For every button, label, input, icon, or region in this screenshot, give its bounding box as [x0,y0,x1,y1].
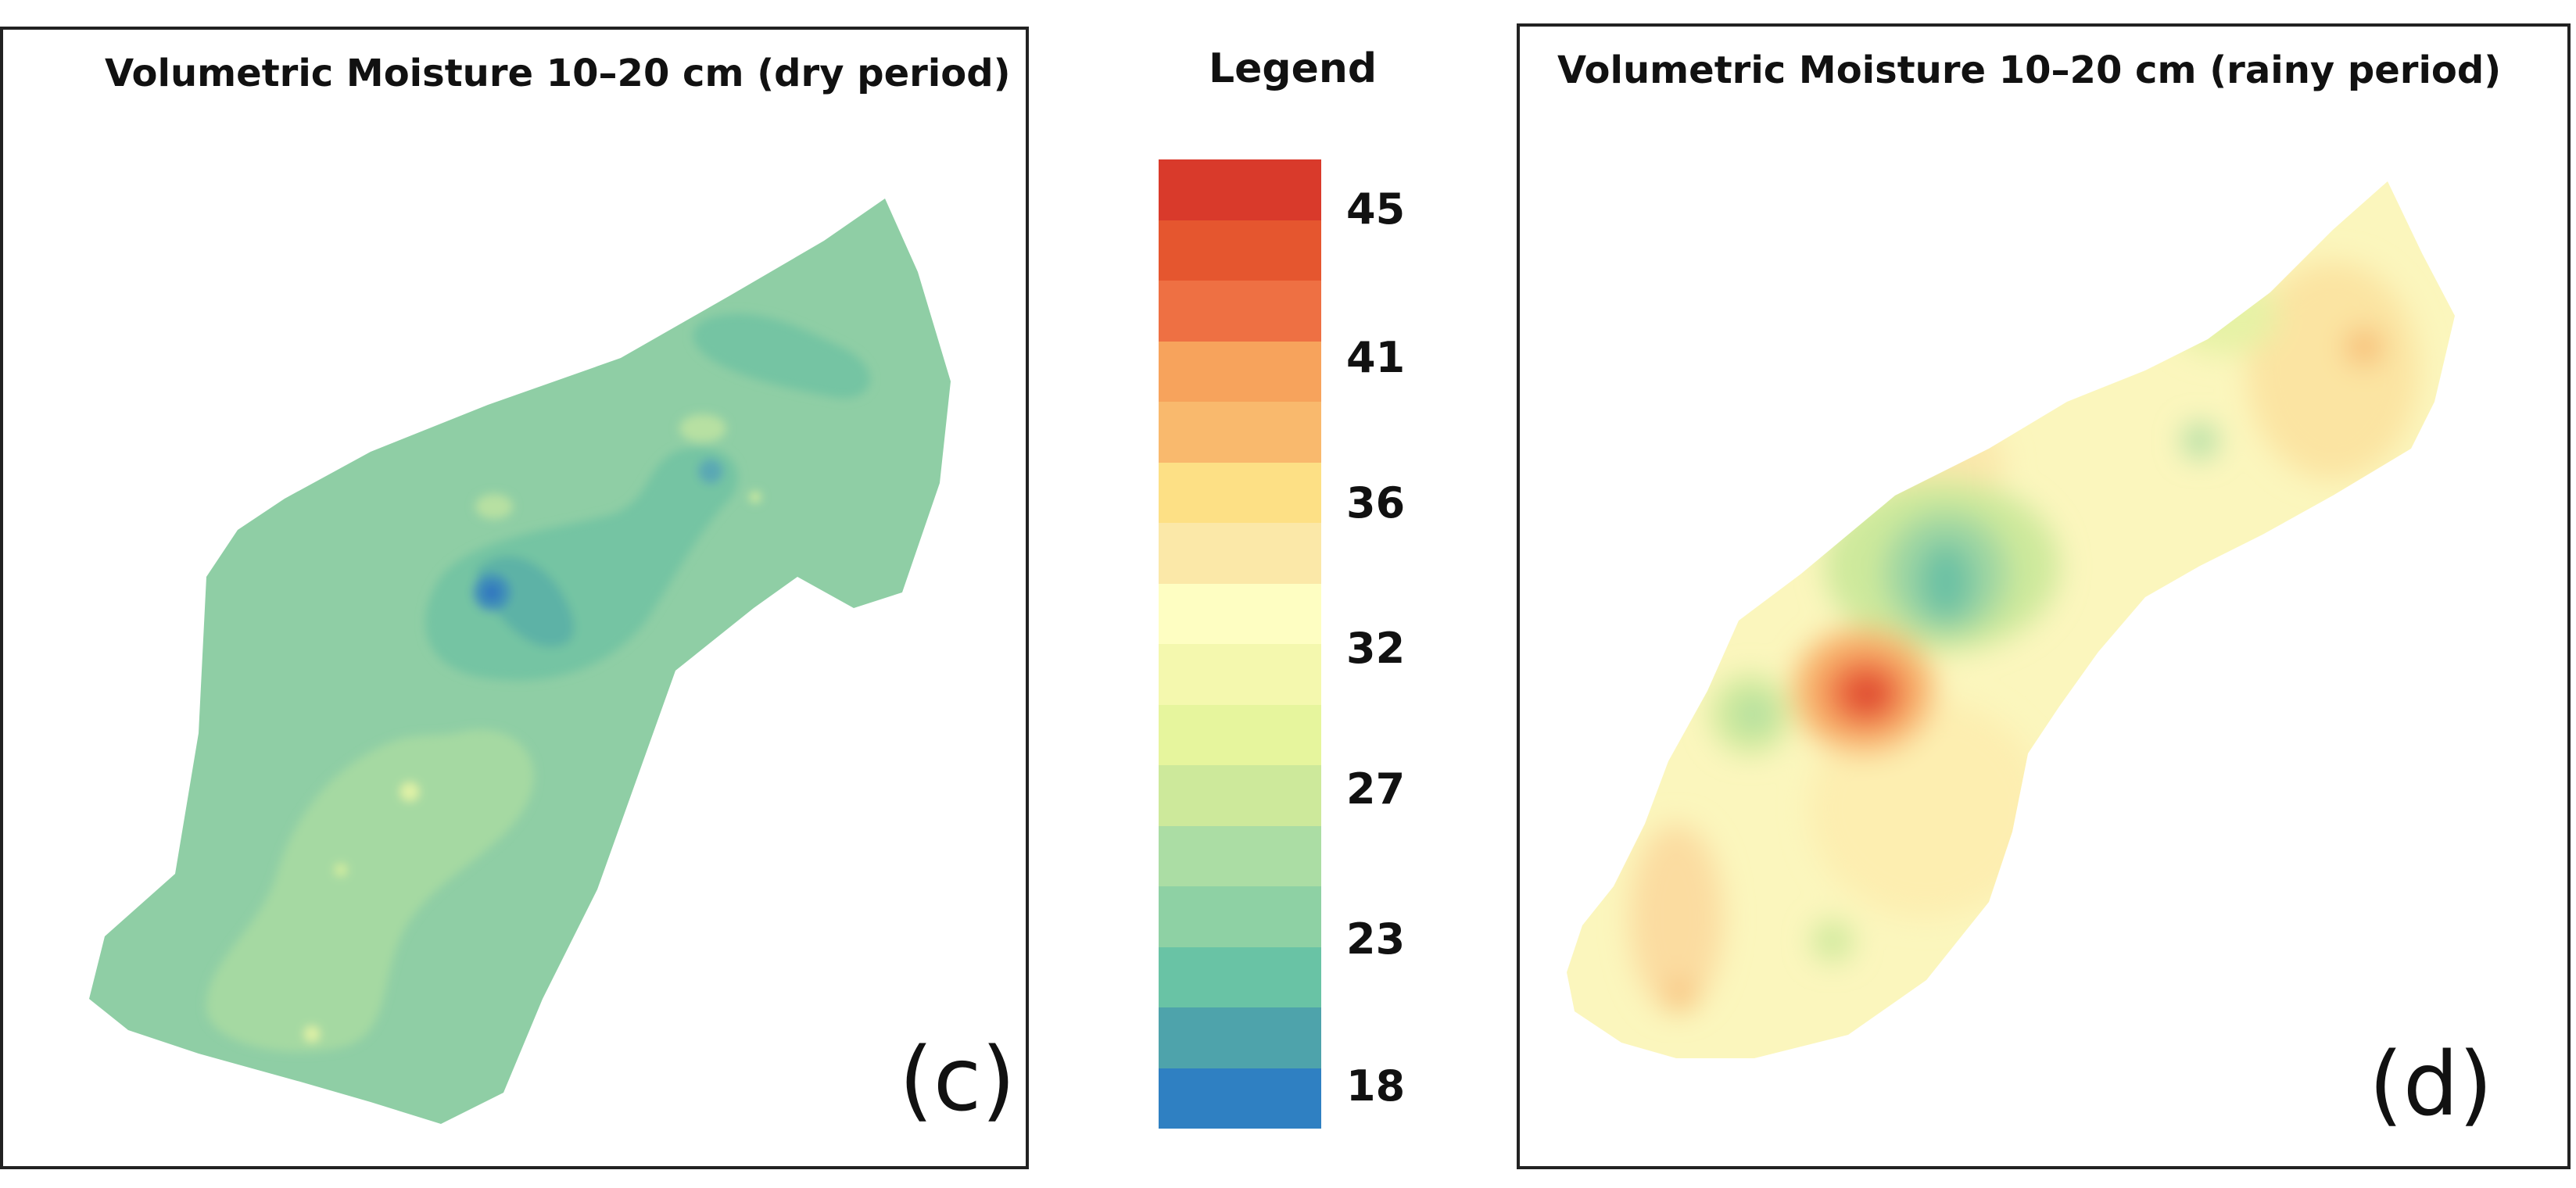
rainy-period-moisture-map [1567,181,2455,1058]
legend-band [1159,220,1321,281]
rainy-wash-north [2169,277,2278,355]
legend-color-bar [1159,159,1321,1129]
dry-spot-blue [698,459,723,484]
rainy-period-map-title: Volumetric Moisture 10–20 cm (rainy peri… [1557,48,2502,92]
legend-tick-label: 41 [1346,333,1406,382]
dry-period-moisture-map [89,199,951,1124]
rainy-green-west-core [1739,699,1770,730]
legend-band [1159,281,1321,342]
legend-band [1159,583,1321,644]
dry-contour-23b [425,447,739,681]
dry-panel-letter: (c) [899,1029,1016,1131]
legend-band [1159,704,1321,765]
dry-low-core [484,585,500,600]
rainy-green-core [1919,542,1973,621]
legend-band [1159,402,1321,463]
rainy-green-spot [2183,424,2217,458]
legend-band [1159,523,1321,584]
legend-band [1159,644,1321,705]
dry-contour-23 [693,313,870,399]
legend-band [1159,1007,1321,1068]
dry-spot-light6 [750,492,761,503]
rainy-wash-center [1809,699,2044,918]
dry-map-contours [206,313,870,1052]
dry-spot-light1 [679,414,726,442]
legend-band [1159,946,1321,1007]
legend-band [1159,159,1321,220]
dry-contour-25 [206,729,534,1052]
rainy-green-spot2 [1812,921,1853,961]
dry-period-map-title: Volumetric Moisture 10–20 cm (dry period… [105,52,1011,95]
legend-title: Legend [1209,45,1378,92]
legend-band [1159,765,1321,826]
rainy-orange-spot-east [2345,328,2383,366]
rainy-hot-spot-core [1850,678,1885,712]
dry-spot-light2 [475,494,513,519]
legend-tick-label: 45 [1346,184,1406,234]
legend-band [1159,886,1321,947]
legend-tick-label: 32 [1346,624,1406,673]
legend-tick-label: 27 [1346,764,1406,814]
legend-tick-label: 18 [1346,1061,1406,1111]
legend-band [1159,341,1321,402]
legend-tick-label: 23 [1346,914,1406,964]
legend-tick-label: 36 [1346,478,1406,528]
rainy-period-map-panel: Volumetric Moisture 10–20 cm (rainy peri… [1517,23,2571,1169]
legend-band [1159,825,1321,886]
legend-band [1159,462,1321,523]
dry-spot-light3 [400,782,419,801]
legend-band [1159,1068,1321,1129]
rainy-wash-southwest [1629,824,1723,1011]
rainy-panel-letter: (d) [2369,1034,2493,1136]
rainy-wash-east [2247,261,2419,480]
rainy-map-contours [1629,261,2419,1011]
dry-spot-light5 [335,864,347,876]
rainy-orange-spot-sw [1667,982,1695,1010]
dry-spot-light4 [304,1026,320,1042]
dry-period-map-panel: Volumetric Moisture 10–20 cm (dry period… [0,27,1029,1169]
